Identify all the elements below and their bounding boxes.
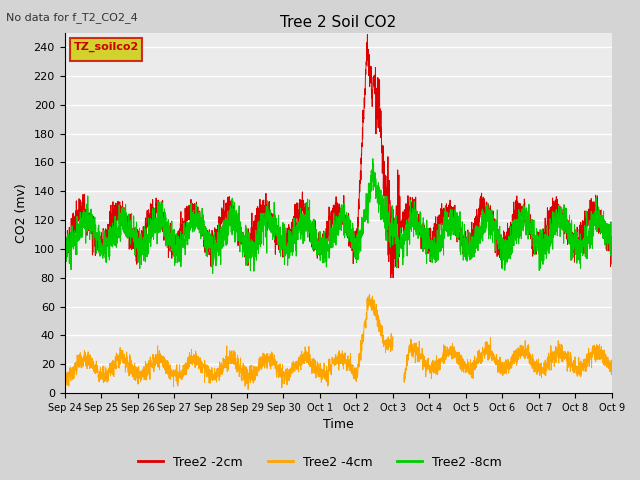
Title: Tree 2 Soil CO2: Tree 2 Soil CO2	[280, 15, 396, 30]
Legend: 	[70, 38, 142, 60]
Legend: Tree2 -2cm, Tree2 -4cm, Tree2 -8cm: Tree2 -2cm, Tree2 -4cm, Tree2 -8cm	[133, 451, 507, 474]
Y-axis label: CO2 (mv): CO2 (mv)	[15, 183, 28, 243]
X-axis label: Time: Time	[323, 419, 354, 432]
Text: No data for f_T2_CO2_4: No data for f_T2_CO2_4	[6, 12, 138, 23]
